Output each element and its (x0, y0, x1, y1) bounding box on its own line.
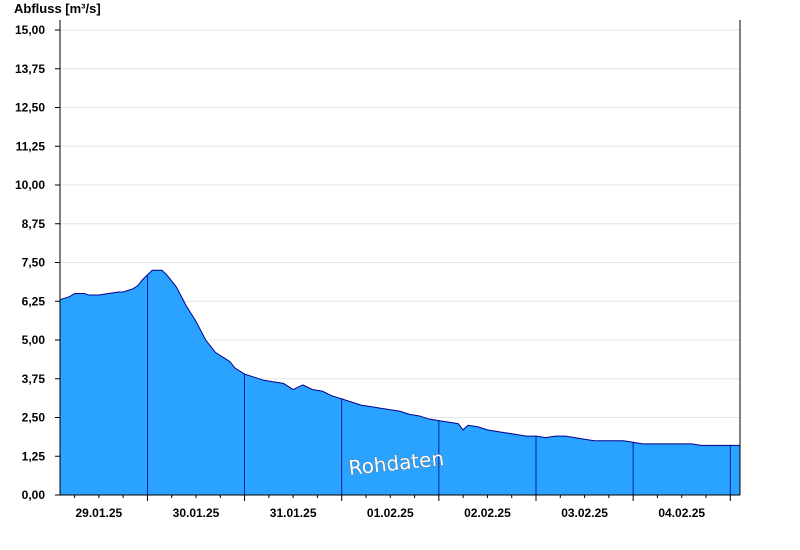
y-tick-label: 2,50 (22, 411, 46, 425)
x-tick-label: 04.02.25 (658, 506, 705, 520)
y-tick-label: 1,25 (22, 449, 46, 463)
y-tick-label: 5,00 (22, 333, 46, 347)
y-tick-label: 0,00 (22, 488, 46, 502)
data-series-line (59, 269, 740, 446)
x-tick-label: 02.02.25 (464, 506, 511, 520)
data-area-fill (60, 270, 740, 495)
x-tick-label: 29.01.25 (75, 506, 122, 520)
x-axis-ticks: 29.01.25 30.01.25 31.01.25 01.02.25 02.02.25… (74, 495, 731, 520)
x-tick-label: 01.02.25 (367, 506, 414, 520)
day-separator-lines (147, 274, 731, 495)
x-tick-label: 30.01.25 (173, 506, 220, 520)
y-tick-label: 12,50 (15, 101, 45, 115)
y-tick-label: 6,25 (22, 294, 46, 308)
y-axis-title: Abfluss [m³/s] (14, 1, 101, 16)
y-tick-label: 13,75 (15, 62, 45, 76)
y-tick-label: 8,75 (22, 217, 46, 231)
y-tick-label: 7,50 (22, 256, 46, 270)
axes (59, 20, 741, 496)
y-tick-label: 3,75 (22, 372, 46, 386)
y-tick-label: 10,00 (15, 178, 45, 192)
x-tick-label: 03.02.25 (561, 506, 608, 520)
y-axis-ticks: 0,00 1,25 2,50 3,75 5,00 6,25 7,50 8,75 10,00 11,… (15, 23, 60, 502)
data-area (59, 269, 740, 495)
x-tick-label: 31.01.25 (270, 506, 317, 520)
y-tick-label: 15,00 (15, 23, 45, 37)
y-tick-label: 11,25 (16, 139, 46, 153)
